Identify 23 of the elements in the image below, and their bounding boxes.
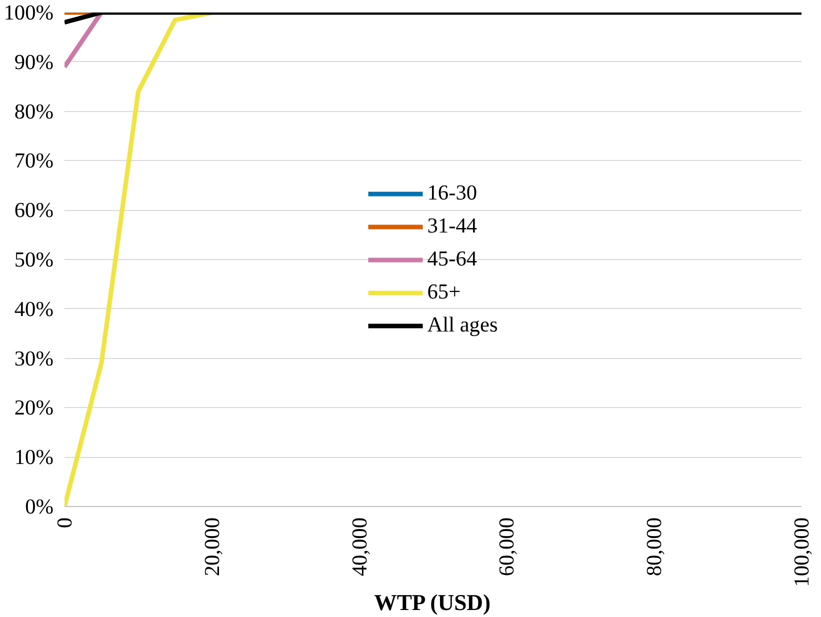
legend-label: All ages bbox=[427, 312, 498, 338]
y-tick-label: 100% bbox=[4, 0, 54, 24]
x-tick-label: 100,000 bbox=[790, 517, 814, 587]
x-tick-label: 20,000 bbox=[200, 517, 224, 576]
x-axis-title: WTP (USD) bbox=[374, 590, 491, 615]
y-tick-label: 0% bbox=[25, 494, 54, 518]
x-tick-label: 60,000 bbox=[494, 517, 519, 576]
y-tick-label: 70% bbox=[14, 148, 54, 173]
y-tick-label: 60% bbox=[14, 198, 54, 222]
legend-label: 16-30 bbox=[427, 180, 478, 206]
y-tick-label: 50% bbox=[14, 248, 54, 272]
y-tick-label: 40% bbox=[14, 296, 54, 321]
legend-label: 65+ bbox=[427, 280, 461, 304]
x-tick-label: 40,000 bbox=[347, 517, 372, 576]
y-tick-label: 10% bbox=[14, 445, 54, 470]
x-tick-label: 80,000 bbox=[642, 517, 666, 576]
x-tick-label: 0 bbox=[52, 517, 76, 528]
y-tick-label: 30% bbox=[14, 346, 54, 370]
legend-label: 31-44 bbox=[427, 214, 478, 238]
y-tick-label: 20% bbox=[14, 396, 54, 420]
y-tick-label: 80% bbox=[14, 99, 54, 124]
legend-label: 45-64 bbox=[427, 246, 478, 272]
y-tick-label: 90% bbox=[14, 50, 54, 74]
